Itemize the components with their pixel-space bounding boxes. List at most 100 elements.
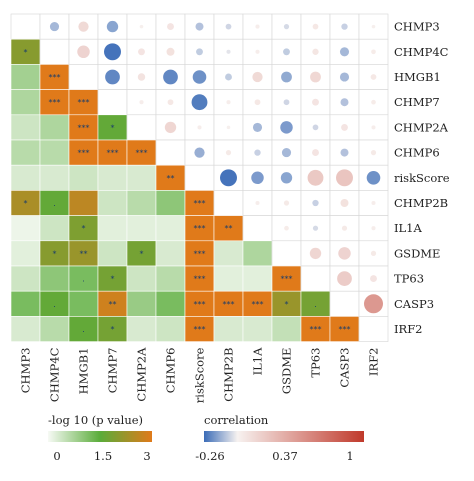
heatmap-cell	[213, 215, 244, 242]
correlation-dot	[370, 250, 377, 256]
correlation-dot	[371, 24, 376, 29]
heatmap-cells: ******* ****** **** *** ******. **** *** *** ** *…	[10, 13, 389, 342]
heatmap-cell	[39, 290, 70, 317]
heatmap-cell	[300, 290, 331, 317]
grid-cell	[184, 164, 215, 191]
heatmap-cell	[242, 240, 273, 267]
column-labels: CHMP3 CHMP4C HMGB1 CHMP7 CHMP2A CHMP6 riskScor…	[19, 347, 381, 403]
significance-mark: *	[140, 249, 144, 258]
correlation-legend: correlation -0.26 0.37 1	[195, 413, 364, 463]
significance-mark: ***	[194, 325, 206, 334]
correlation-dot	[283, 48, 290, 56]
grid-cell	[213, 190, 244, 216]
correlation-dot	[312, 98, 319, 106]
heatmap-cell	[213, 265, 244, 292]
correlation-dot	[371, 49, 376, 55]
correlation-dot	[194, 147, 205, 158]
correlation-dot	[280, 121, 293, 134]
correlation-dot	[255, 49, 260, 54]
heatmap-cell	[68, 316, 99, 342]
corr-legend-tick-2: 1	[346, 449, 353, 463]
heatmap-cell	[10, 139, 41, 166]
correlation-dot	[166, 47, 175, 56]
significance-mark: .	[53, 300, 56, 309]
correlation-dot	[195, 22, 204, 31]
row-label: CASP3	[394, 297, 434, 311]
significance-mark: ***	[107, 149, 119, 158]
column-label: CASP3	[338, 348, 352, 388]
correlation-dot	[283, 24, 290, 30]
significance-mark: ***	[339, 325, 351, 334]
significance-mark: *	[111, 123, 115, 132]
correlation-dot	[225, 23, 232, 30]
heatmap-cell	[126, 215, 157, 242]
correlation-dot	[254, 99, 261, 106]
grid-cell	[155, 89, 186, 116]
correlation-dot	[139, 24, 144, 29]
correlation-dot	[164, 121, 177, 134]
heatmap-cell	[39, 114, 70, 141]
grid-cell	[358, 316, 389, 342]
correlation-dot	[280, 172, 293, 184]
significance-mark: ***	[78, 149, 90, 158]
row-label: riskScore	[394, 171, 450, 185]
heatmap-cell	[10, 190, 41, 216]
grid-cell	[242, 215, 273, 242]
grid-cell	[97, 89, 128, 116]
correlation-dot	[197, 125, 202, 130]
correlation-dot	[366, 171, 381, 185]
row-label: GSDME	[394, 246, 440, 260]
heatmap-cell	[68, 164, 99, 191]
significance-mark: .	[82, 275, 85, 284]
grid-cell	[155, 139, 186, 166]
heatmap-cell	[68, 114, 99, 141]
heatmap-cell	[68, 190, 99, 216]
heatmap-cell	[155, 316, 186, 342]
heatmap-cell	[39, 139, 70, 166]
column-label: CHMP3	[19, 348, 33, 394]
heatmap-cell	[155, 290, 186, 317]
correlation-dot	[340, 199, 349, 207]
heatmap-cell	[155, 190, 186, 216]
column-label: riskScore	[193, 347, 207, 403]
heatmap-cell	[10, 290, 41, 317]
correlation-dot	[337, 271, 352, 286]
correlation-dot	[364, 294, 383, 314]
heatmap-cell	[10, 114, 41, 141]
significance-mark: ***	[78, 98, 90, 107]
heatmap-cell	[242, 316, 273, 342]
grid-cell	[271, 240, 302, 267]
grid-cell	[126, 114, 157, 141]
significance-mark: ***	[281, 275, 293, 284]
significance-mark: *	[24, 199, 28, 208]
correlation-dot	[283, 99, 290, 106]
correlation-dot	[371, 200, 376, 206]
heatmap-cell	[39, 190, 70, 216]
significance-mark: .	[82, 325, 85, 334]
heatmap-cell	[271, 290, 302, 317]
correlation-dot	[139, 100, 144, 105]
heatmap-cell	[213, 290, 244, 317]
row-label: IRF2	[394, 322, 423, 336]
heatmap-cell	[39, 215, 70, 242]
row-label: CHMP4C	[394, 45, 449, 59]
heatmap-cell	[213, 240, 244, 267]
heatmap-cell	[126, 265, 157, 292]
correlation-dot	[336, 169, 353, 187]
significance-mark: ***	[136, 149, 148, 158]
p-legend-colorbar	[48, 431, 152, 442]
significance-mark: *	[53, 249, 57, 258]
correlation-dot	[312, 199, 319, 207]
correlation-dot	[312, 225, 319, 231]
significance-mark: ***	[252, 300, 264, 309]
p-legend-title: -log 10 (p value)	[48, 413, 143, 427]
heatmap-cell	[97, 164, 128, 191]
significance-mark: ***	[194, 249, 206, 258]
correlation-dot	[371, 99, 376, 105]
correlation-dot	[341, 123, 348, 131]
significance-mark: ***	[310, 325, 322, 334]
correlation-dot	[341, 225, 348, 231]
correlation-dot	[137, 73, 146, 81]
significance-mark: .	[314, 300, 317, 309]
heatmap-cell	[155, 265, 186, 292]
